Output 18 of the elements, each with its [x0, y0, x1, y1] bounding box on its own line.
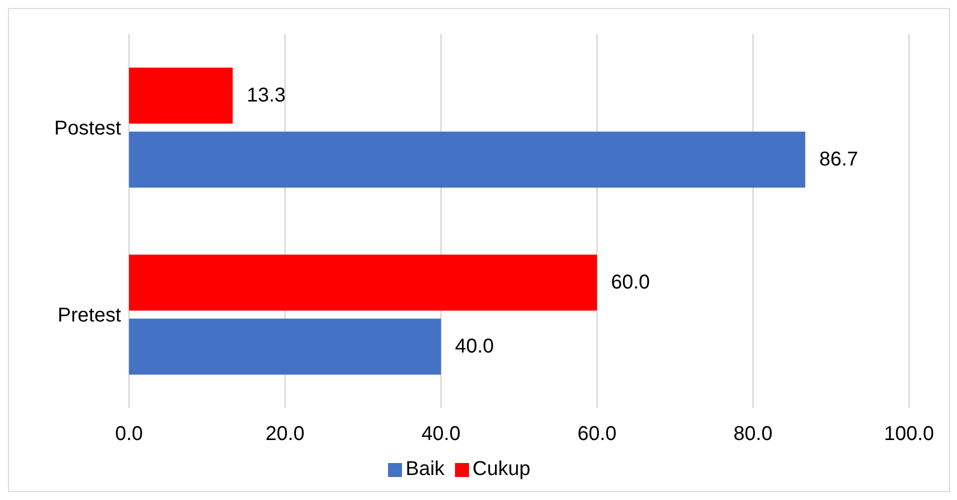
data-label: 60.0 [611, 272, 650, 294]
data-label: 13.3 [246, 84, 286, 107]
x-tick-label: 40.0 [422, 423, 460, 446]
legend-label: Cukup [472, 458, 530, 480]
bar [129, 68, 233, 124]
x-tick-label: 20.0 [266, 423, 304, 446]
x-tick-label: 60.0 [578, 423, 616, 446]
legend-label: Baik [406, 458, 445, 480]
x-tick-label: 80.0 [734, 423, 772, 446]
x-tick-label: 0.0 [115, 423, 143, 446]
data-label: 40.0 [455, 336, 494, 358]
bar [129, 132, 806, 188]
bar [129, 254, 597, 311]
data-label: 86.7 [819, 148, 858, 171]
bar [129, 318, 441, 375]
x-tick-label: 100.0 [884, 423, 934, 446]
y-tick-label: Postest [54, 118, 122, 140]
y-tick-label: Pretest [58, 304, 122, 327]
